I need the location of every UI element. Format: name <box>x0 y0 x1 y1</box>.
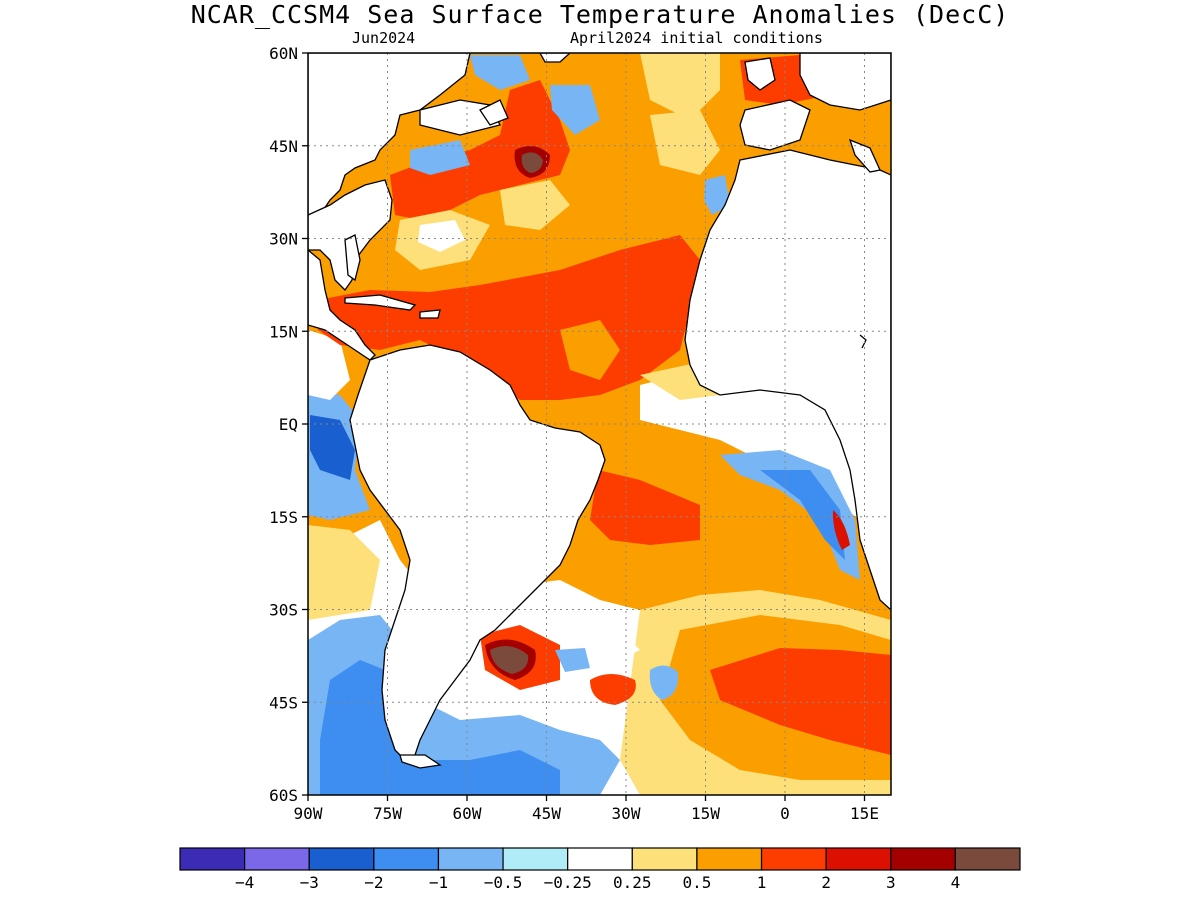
south-america-land <box>349 344 606 761</box>
colorbar-label: −2 <box>364 873 383 892</box>
southeast-red <box>710 648 891 755</box>
colorbar-label: −0.25 <box>544 873 592 892</box>
pacific-yellow <box>308 525 380 620</box>
colorbar-swatch <box>437 847 504 871</box>
colorbar-swatch <box>696 847 763 871</box>
colorbar-label: −1 <box>429 873 448 892</box>
southeast-blue-patch <box>649 665 679 700</box>
lat-tick-label: 15N <box>269 322 298 341</box>
uk-land <box>744 57 776 91</box>
colorbar-swatch <box>890 847 956 871</box>
lat-tick-label: EQ <box>279 415 298 434</box>
colorbar-label: 4 <box>951 873 961 892</box>
lon-tick-label: 15W <box>691 804 720 823</box>
patagonia-brown <box>490 646 529 674</box>
grid-lines <box>308 53 891 795</box>
cuba-land <box>344 294 417 311</box>
colorbar-swatch <box>373 847 440 871</box>
colorbar-label: 1 <box>757 873 767 892</box>
north-yellow-top <box>640 53 720 120</box>
gulf-stream-brown <box>521 152 543 173</box>
south-atlantic-red <box>590 470 700 545</box>
lat-tick-label: 30S <box>269 601 298 620</box>
latitude-axis: 60N 45N 30N 15N EQ 15S 30S 45S 60S <box>269 44 308 805</box>
colorbar-swatch <box>825 847 892 871</box>
longitude-axis: 90W 75W 60W 45W 30W 15W 0 15E <box>294 795 879 823</box>
angola-red <box>832 510 850 550</box>
colorbar-label: 2 <box>821 873 831 892</box>
lon-tick-label: 0 <box>780 804 790 823</box>
tropical-orange-patch <box>560 320 620 380</box>
lon-tick-label: 60W <box>453 804 482 823</box>
colorbar-label: 0.25 <box>613 873 652 892</box>
colorbar-swatch <box>244 847 310 871</box>
colorbar: −4 −3 −2 −1 −0.5 −0.25 0.25 0.5 1 2 3 4 <box>179 847 1021 892</box>
lon-tick-label: 75W <box>373 804 402 823</box>
lat-tick-label: 45N <box>269 137 298 156</box>
colorbar-swatch <box>179 847 246 871</box>
africa-land <box>684 149 891 611</box>
greenland-edge <box>539 53 571 63</box>
forecast-month: Jun2024 <box>352 29 416 47</box>
colorbar-label: −4 <box>235 873 254 892</box>
anomaly-field <box>308 53 891 795</box>
lat-tick-label: 45S <box>269 693 298 712</box>
lat-tick-label: 60S <box>269 786 298 805</box>
colorbar-swatch <box>308 847 375 871</box>
canada-blue <box>410 140 470 175</box>
tierra-del-fuego-land <box>399 754 442 769</box>
map-title: NCAR_CCSM4 Sea Surface Temperature Anoma… <box>190 0 1010 29</box>
labrador-blue <box>470 55 530 90</box>
colorbar-swatch <box>631 847 698 871</box>
colorbar-swatch <box>502 847 569 871</box>
lon-tick-label: 15E <box>850 804 879 823</box>
lon-tick-label: 90W <box>294 804 323 823</box>
europe-land <box>799 53 891 111</box>
colorbar-swatch <box>567 847 633 871</box>
benguela-blue <box>720 450 860 580</box>
lon-tick-label: 30W <box>612 804 641 823</box>
colorbar-label: −3 <box>300 873 319 892</box>
us-southeast-land <box>308 179 393 292</box>
pacific-white <box>308 330 350 400</box>
benguela-deep <box>760 470 845 560</box>
lon-tick-label: 45W <box>532 804 561 823</box>
lat-tick-label: 60N <box>269 44 298 63</box>
madagascar-edge <box>859 334 867 349</box>
initial-conditions-label: April2024 initial conditions <box>570 29 823 47</box>
colorbar-swatch <box>954 847 1021 871</box>
north-yellow-2 <box>500 180 570 230</box>
patagonia-blue <box>555 648 590 672</box>
south-blue-deep <box>320 660 560 795</box>
north-blue-patch <box>550 85 600 135</box>
canada-maritime-land <box>419 99 501 136</box>
lat-tick-label: 15S <box>269 508 298 527</box>
southeast-red-2 <box>590 674 636 705</box>
newfoundland-land <box>479 99 509 126</box>
hispaniola-land <box>419 309 441 319</box>
pacific-deep-blue <box>310 415 355 480</box>
colorbar-label: 0.5 <box>682 873 711 892</box>
north-yellow-3 <box>650 110 720 175</box>
east-blue-strip <box>704 175 730 215</box>
colorbar-label: 3 <box>886 873 896 892</box>
gulf-stream-red <box>390 80 570 220</box>
north-white-1 <box>418 220 465 252</box>
florida-land <box>344 234 361 282</box>
lat-tick-label: 30N <box>269 230 298 249</box>
colorbar-label: −0.5 <box>484 873 523 892</box>
colorbar-swatch <box>760 847 827 871</box>
